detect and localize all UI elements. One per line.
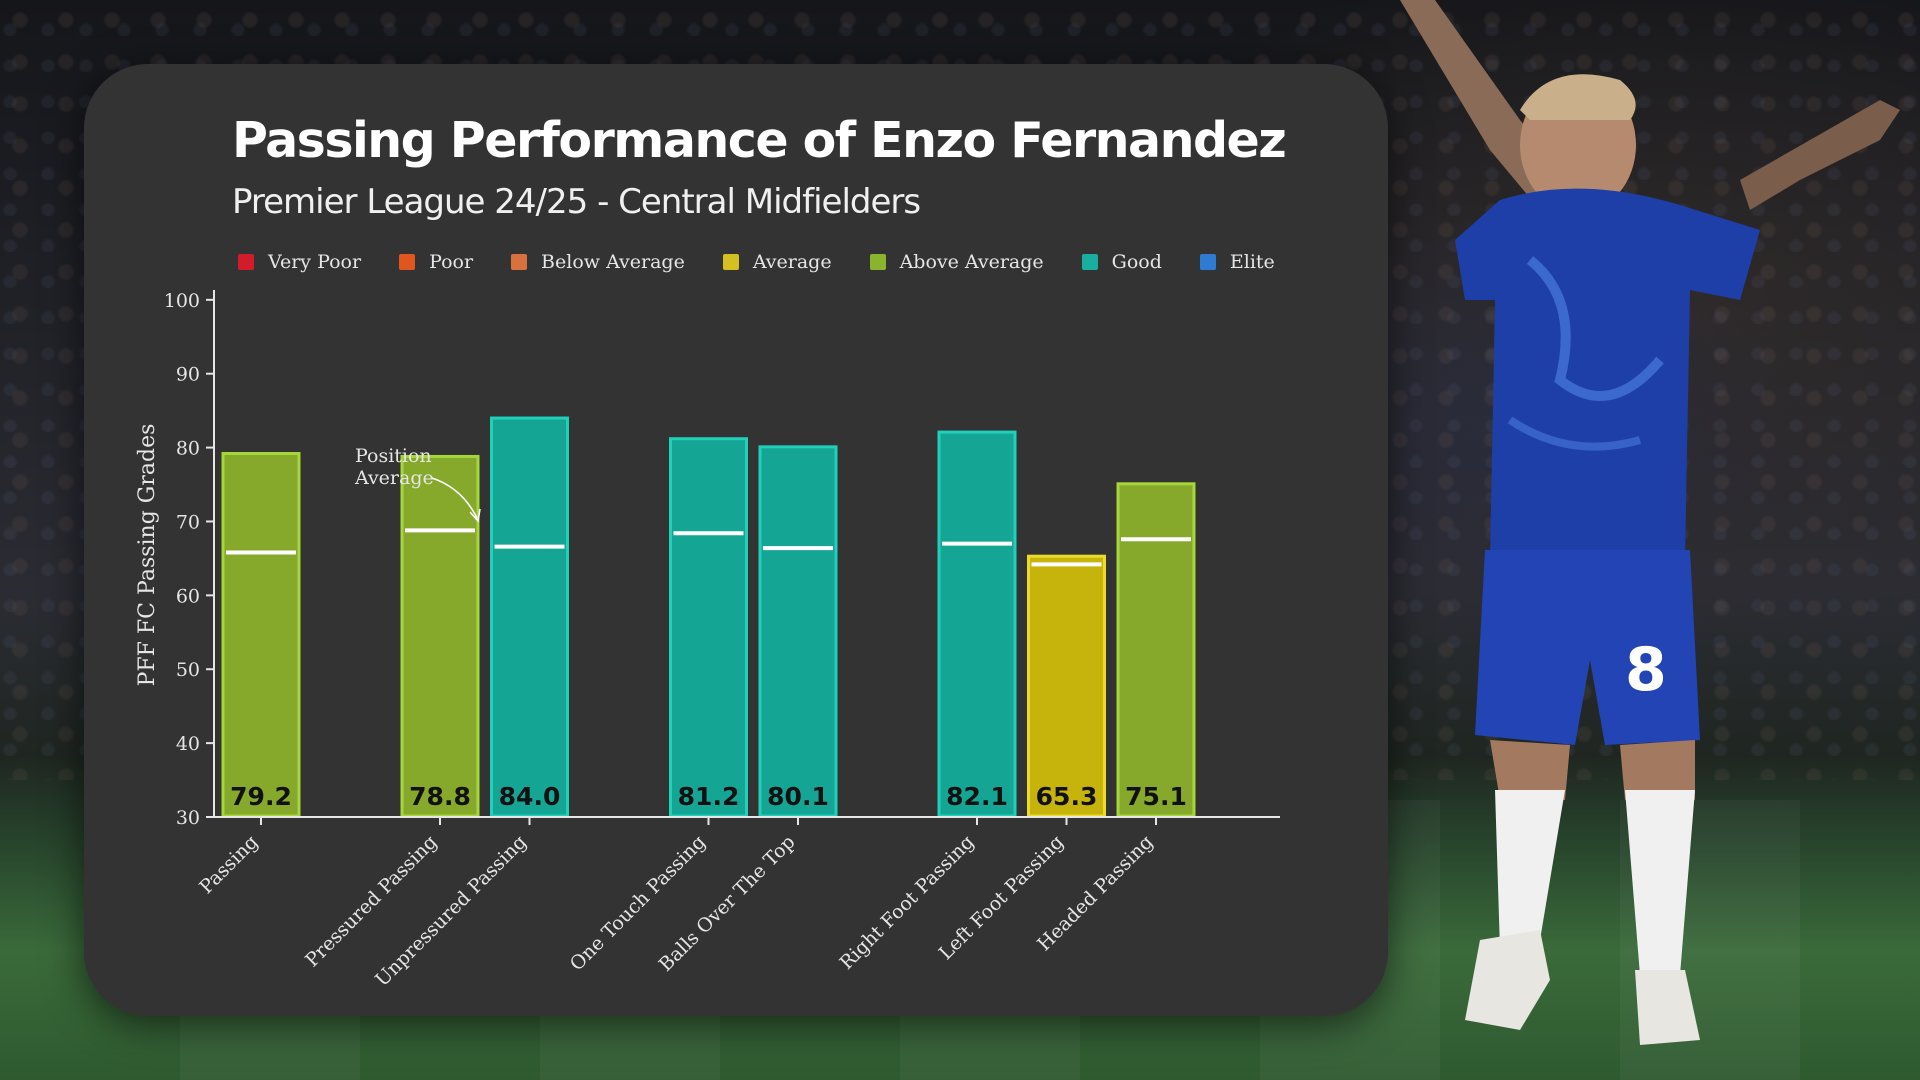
legend-swatch bbox=[511, 254, 528, 270]
bar bbox=[400, 454, 480, 818]
bar-value-label: 79.2 bbox=[230, 782, 292, 811]
bar bbox=[758, 445, 838, 818]
chart-title: Passing Performance of Enzo Fernandez bbox=[232, 112, 1287, 169]
x-tick-label: Passing bbox=[195, 831, 262, 898]
y-tick-label: 90 bbox=[176, 364, 200, 386]
y-tick-label: 60 bbox=[176, 585, 200, 607]
legend-label: Below Average bbox=[541, 251, 685, 273]
y-tick-label: 50 bbox=[176, 659, 200, 681]
y-tick-label: 40 bbox=[176, 733, 200, 755]
bar-value-label: 80.1 bbox=[767, 782, 829, 811]
position-average-annotation: Position Average bbox=[354, 445, 481, 523]
legend-item-very-poor: Very Poor bbox=[238, 251, 361, 273]
legend-item-poor: Poor bbox=[399, 251, 473, 273]
y-axis-label: PFF FC Passing Grades bbox=[135, 424, 160, 687]
legend-swatch bbox=[1199, 254, 1216, 270]
y-tick-label: 80 bbox=[176, 438, 200, 460]
legend-item-good: Good bbox=[1081, 251, 1162, 273]
legend-label: Poor bbox=[429, 251, 474, 273]
legend-swatch bbox=[722, 254, 739, 270]
chart-legend: Very Poor Poor Below Average Average Abo… bbox=[238, 248, 1313, 276]
bar bbox=[669, 437, 748, 818]
bars-layer: 79.2 78.8 84.0 81.2 80.1 82.1 65.3 75.1 bbox=[221, 416, 1196, 818]
y-tick-label: 70 bbox=[176, 511, 200, 533]
legend-label: Elite bbox=[1229, 251, 1275, 273]
bar-value-label: 82.1 bbox=[946, 782, 1008, 811]
legend-item-above-average: Above Average bbox=[869, 251, 1044, 273]
x-tick-label: Unpressured Passing bbox=[371, 831, 531, 991]
bar bbox=[490, 416, 569, 818]
bar-value-label: 78.8 bbox=[409, 782, 471, 811]
bar-value-label: 84.0 bbox=[499, 782, 561, 811]
annotation-line-2: Average bbox=[354, 467, 434, 489]
annotation-arrowhead bbox=[469, 508, 481, 523]
legend-swatch bbox=[399, 254, 416, 270]
legend-label: Above Average bbox=[899, 251, 1044, 273]
legend-swatch bbox=[238, 254, 254, 270]
bar-value-label: 81.2 bbox=[678, 782, 740, 811]
legend-item-below-average: Below Average bbox=[511, 251, 685, 273]
player-photo: 8 bbox=[1400, 0, 1900, 1045]
legend-label: Good bbox=[1111, 251, 1162, 273]
legend-swatch bbox=[1081, 254, 1098, 270]
legend-label: Very Poor bbox=[268, 251, 362, 273]
chart-subtitle: Premier League 24/25 - Central Midfielde… bbox=[232, 182, 921, 222]
svg-text:8: 8 bbox=[1625, 635, 1667, 705]
y-tick-label: 100 bbox=[164, 290, 200, 312]
annotation-arrow bbox=[431, 477, 478, 519]
annotation-line-1: Position bbox=[355, 445, 432, 467]
bar bbox=[1116, 482, 1196, 818]
legend-label: Average bbox=[752, 251, 832, 273]
legend-item-average: Average bbox=[722, 251, 832, 273]
bar bbox=[937, 430, 1017, 818]
bar bbox=[221, 451, 301, 818]
bar-value-label: 65.3 bbox=[1036, 782, 1098, 811]
y-tick-label: 30 bbox=[176, 807, 200, 829]
bar-value-label: 75.1 bbox=[1125, 782, 1187, 811]
bar bbox=[1027, 554, 1106, 818]
legend-item-elite: Elite bbox=[1199, 251, 1275, 273]
legend-swatch bbox=[869, 254, 886, 270]
